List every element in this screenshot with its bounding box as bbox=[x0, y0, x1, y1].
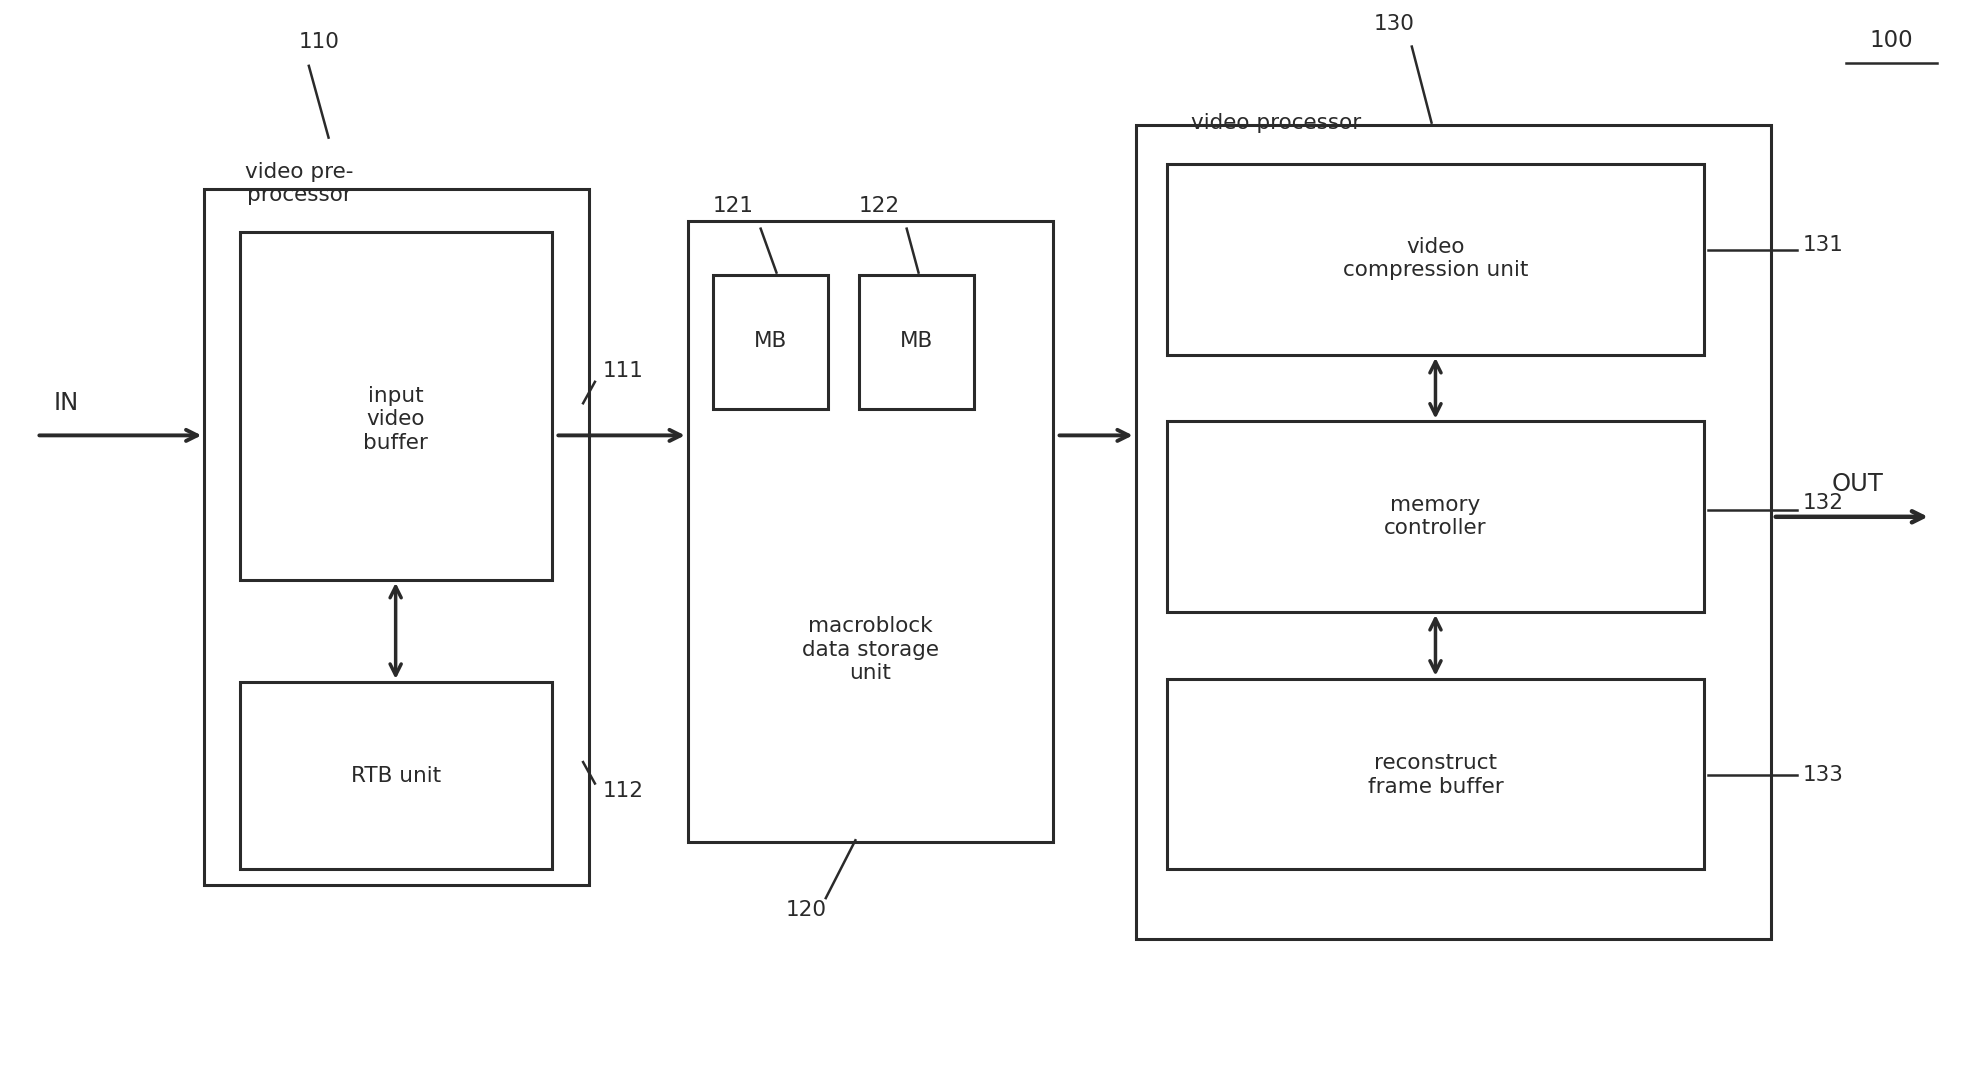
Text: video processor: video processor bbox=[1190, 113, 1361, 132]
Text: 111: 111 bbox=[602, 361, 644, 381]
Text: OUT: OUT bbox=[1832, 472, 1884, 496]
Text: IN: IN bbox=[54, 392, 79, 416]
Text: RTB unit: RTB unit bbox=[350, 766, 441, 786]
FancyBboxPatch shape bbox=[205, 189, 588, 885]
Text: MB: MB bbox=[753, 331, 787, 352]
Text: video
compression unit: video compression unit bbox=[1343, 237, 1528, 280]
Text: MB: MB bbox=[900, 331, 934, 352]
FancyBboxPatch shape bbox=[688, 221, 1053, 842]
Text: 122: 122 bbox=[858, 195, 900, 216]
FancyBboxPatch shape bbox=[1166, 421, 1703, 612]
Text: 131: 131 bbox=[1802, 234, 1844, 255]
Text: 120: 120 bbox=[785, 899, 827, 919]
Text: 133: 133 bbox=[1802, 765, 1844, 784]
FancyBboxPatch shape bbox=[1166, 165, 1703, 355]
Text: reconstruct
frame buffer: reconstruct frame buffer bbox=[1367, 753, 1504, 796]
FancyBboxPatch shape bbox=[240, 232, 552, 580]
Text: memory
controller: memory controller bbox=[1385, 495, 1486, 538]
Text: 112: 112 bbox=[602, 781, 644, 801]
FancyBboxPatch shape bbox=[713, 275, 829, 409]
Text: macroblock
data storage
unit: macroblock data storage unit bbox=[801, 616, 938, 682]
Text: input
video
buffer: input video buffer bbox=[364, 386, 427, 452]
Text: 100: 100 bbox=[1870, 29, 1913, 52]
Text: 132: 132 bbox=[1802, 493, 1844, 513]
FancyBboxPatch shape bbox=[1135, 125, 1770, 939]
Text: video pre-
processor: video pre- processor bbox=[244, 162, 354, 205]
FancyBboxPatch shape bbox=[240, 681, 552, 869]
FancyBboxPatch shape bbox=[1166, 678, 1703, 869]
FancyBboxPatch shape bbox=[858, 275, 974, 409]
Text: 110: 110 bbox=[298, 31, 340, 52]
Text: 130: 130 bbox=[1373, 14, 1415, 34]
Text: 121: 121 bbox=[713, 195, 753, 216]
